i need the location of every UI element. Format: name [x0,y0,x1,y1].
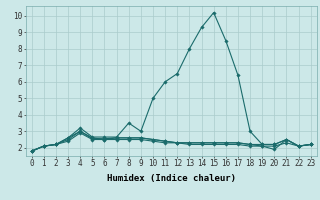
X-axis label: Humidex (Indice chaleur): Humidex (Indice chaleur) [107,174,236,183]
